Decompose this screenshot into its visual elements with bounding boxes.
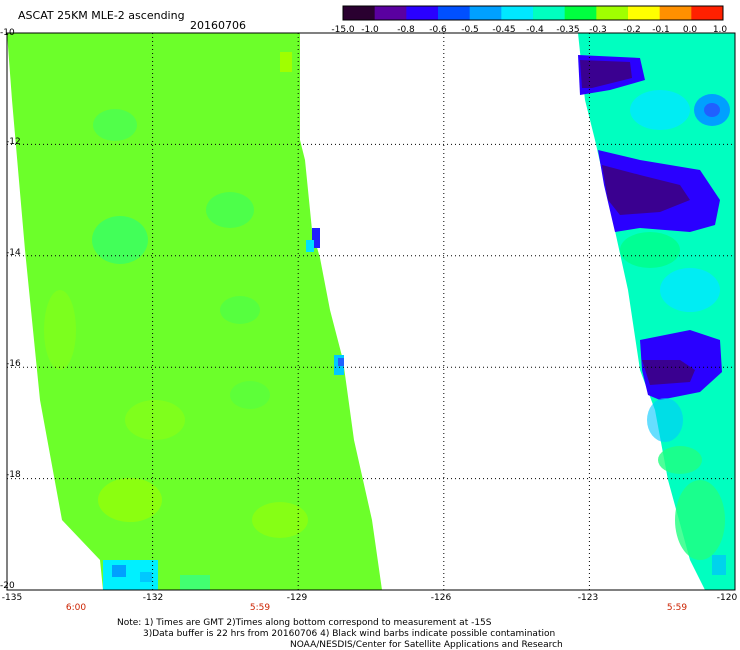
swath-right [578, 33, 735, 590]
note-line-3: NOAA/NESDIS/Center for Satellite Applica… [290, 640, 563, 650]
colorbar-tick: -0.5 [461, 25, 479, 35]
longitude-label: -129 [286, 593, 308, 603]
colorbar-swatch [406, 6, 439, 20]
latitude-label: -12 [6, 137, 21, 147]
note-line-2: 3)Data buffer is 22 hrs from 20160706 4)… [143, 629, 556, 639]
colorbar-tick: -0.6 [429, 25, 447, 35]
time-label: 6:00 [65, 603, 87, 613]
colorbar-swatch [691, 6, 724, 20]
colorbar-tick: -0.35 [556, 25, 580, 35]
longitude-label: -132 [142, 593, 164, 603]
graticule [7, 33, 735, 590]
colorbar-swatch [343, 6, 376, 20]
colorbar-tick: -0.2 [623, 25, 641, 35]
colorbar [342, 5, 724, 21]
colorbar-tick: -0.4 [526, 25, 544, 35]
product-title: ASCAT 25KM MLE-2 ascending [18, 9, 185, 22]
colorbar-tick: -15.0 [331, 25, 355, 35]
colorbar-tick: -0.45 [492, 25, 516, 35]
latitude-label: -20 [0, 581, 15, 591]
map-panel [6, 32, 736, 591]
latitude-label: -18 [6, 470, 21, 480]
colorbar-tick: -0.8 [397, 25, 415, 35]
longitude-label: -126 [430, 593, 452, 603]
colorbar-swatch [564, 6, 597, 20]
colorbar-tick: -0.3 [589, 25, 607, 35]
colorbar-tick: -0.1 [652, 25, 670, 35]
colorbar-tick: 1.0 [712, 25, 728, 35]
swath-left [7, 33, 382, 590]
longitude-label: -135 [1, 593, 23, 603]
latitude-label: -16 [6, 359, 21, 369]
colorbar-swatch [374, 6, 407, 20]
colorbar-tick: -1.0 [361, 25, 379, 35]
latitude-label: -10 [0, 28, 15, 38]
time-label: 5:59 [666, 603, 688, 613]
latitude-label: -14 [6, 248, 21, 258]
colorbar-swatch [438, 6, 471, 20]
colorbar-tick: 0.0 [682, 25, 698, 35]
longitude-label: -123 [577, 593, 599, 603]
note-line-1: Note: 1) Times are GMT 2)Times along bot… [117, 618, 492, 628]
time-label: 5:59 [249, 603, 271, 613]
longitude-label: -120 [716, 593, 738, 603]
colorbar-swatch [659, 6, 692, 20]
colorbar-swatch [596, 6, 629, 20]
colorbar-swatch [501, 6, 534, 20]
product-date: 20160706 [190, 19, 246, 32]
colorbar-swatch [469, 6, 502, 20]
colorbar-swatch [533, 6, 566, 20]
colorbar-swatch [628, 6, 661, 20]
